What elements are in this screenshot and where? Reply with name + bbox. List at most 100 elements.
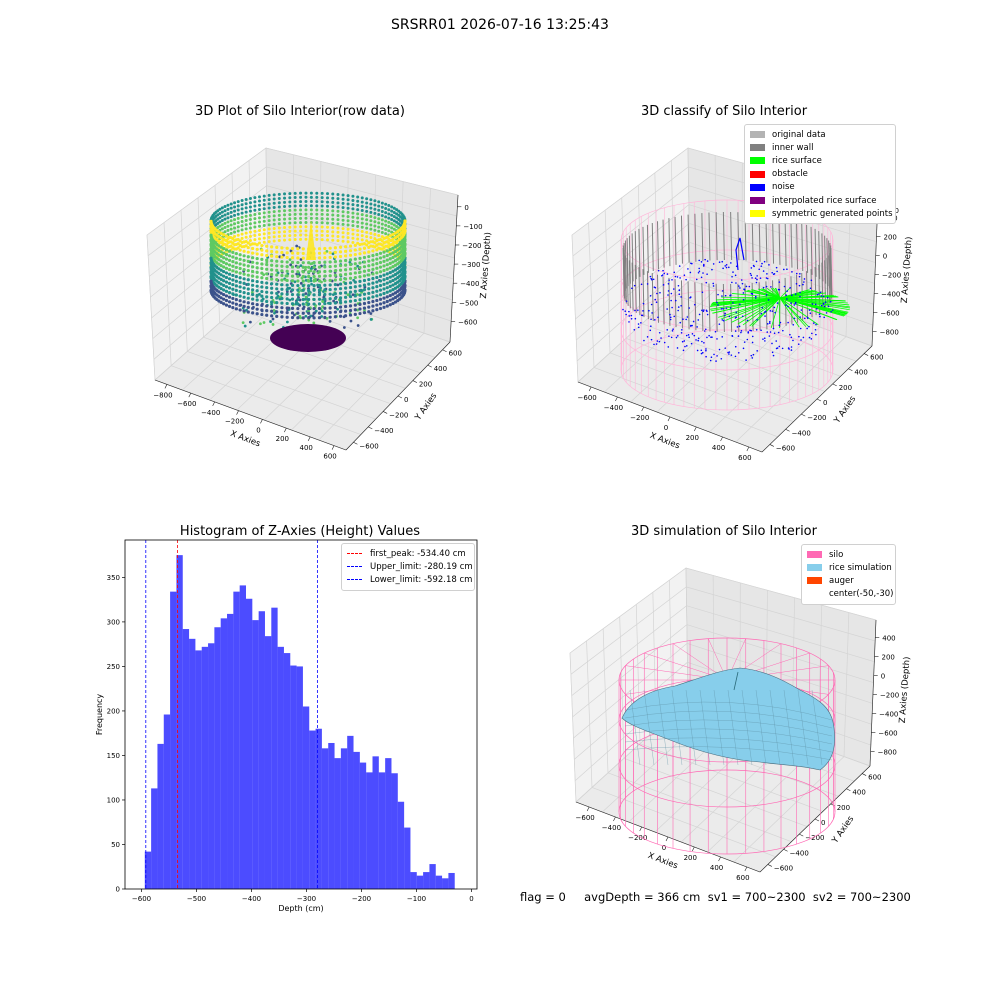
noise-point bbox=[668, 335, 670, 337]
noise-point bbox=[718, 323, 721, 325]
noise-point bbox=[698, 267, 700, 270]
noise-point bbox=[778, 281, 781, 283]
raw-point bbox=[385, 290, 389, 294]
raw-point bbox=[304, 221, 308, 225]
raw-point bbox=[391, 265, 395, 269]
raw-point bbox=[296, 279, 300, 283]
raw-point bbox=[246, 310, 250, 314]
noise-point bbox=[742, 292, 745, 294]
raw-point bbox=[387, 220, 391, 224]
noise-point bbox=[760, 265, 763, 267]
raw-point bbox=[378, 260, 383, 265]
noise-point bbox=[803, 278, 806, 280]
noise-point bbox=[659, 291, 661, 294]
raw-point bbox=[280, 306, 284, 310]
raw-point bbox=[226, 220, 230, 224]
raw-point bbox=[317, 256, 322, 260]
raw-point bbox=[385, 263, 389, 267]
noise-point bbox=[670, 299, 672, 302]
raw-point bbox=[280, 310, 284, 314]
x-tick-label: −600 bbox=[132, 895, 151, 903]
raw-point bbox=[328, 255, 332, 259]
noise-point bbox=[724, 294, 727, 297]
raw-point bbox=[260, 248, 264, 252]
raw-point bbox=[293, 208, 297, 212]
raw-point bbox=[253, 200, 257, 204]
inner-wall-trace bbox=[651, 272, 654, 322]
raw-point bbox=[242, 281, 246, 285]
raw-point bbox=[280, 269, 284, 273]
raw-point bbox=[331, 200, 335, 204]
raw-point bbox=[363, 309, 366, 312]
raw-point bbox=[382, 282, 386, 286]
raw-point bbox=[356, 216, 360, 220]
raw-point bbox=[260, 253, 264, 257]
inner-wall-trace bbox=[628, 235, 631, 284]
floor-grid-line bbox=[709, 326, 821, 433]
noise-point bbox=[751, 335, 754, 338]
surface-mesh-line bbox=[769, 689, 781, 766]
raw-point bbox=[233, 205, 237, 209]
noise-point bbox=[650, 277, 652, 280]
noise-point bbox=[798, 335, 800, 338]
noise-point bbox=[676, 276, 679, 278]
raw-point bbox=[380, 218, 384, 222]
noise-point bbox=[712, 285, 715, 287]
raw-point bbox=[307, 279, 311, 283]
raw-point bbox=[392, 210, 396, 214]
z-tick-label: −600 bbox=[878, 729, 897, 737]
raw-point bbox=[356, 308, 360, 312]
inner-wall-trace bbox=[708, 283, 711, 332]
raw-point bbox=[371, 276, 375, 281]
raw-point bbox=[299, 191, 303, 195]
raw-point bbox=[331, 238, 335, 242]
inner-wall-trace bbox=[668, 277, 671, 326]
raw-point bbox=[238, 257, 242, 261]
raw-point bbox=[288, 258, 292, 262]
legend-swatch bbox=[750, 197, 765, 205]
raw-point bbox=[242, 290, 246, 295]
noise-point bbox=[742, 347, 745, 350]
noise-point bbox=[685, 334, 688, 337]
raw-point bbox=[231, 250, 235, 255]
histogram-bar bbox=[366, 772, 373, 889]
raw-point bbox=[296, 274, 300, 278]
raw-point bbox=[209, 256, 213, 260]
raw-point bbox=[296, 247, 300, 251]
raw-point bbox=[299, 229, 303, 233]
raw-point bbox=[390, 230, 394, 234]
noise-point bbox=[705, 349, 707, 352]
raw-point bbox=[296, 260, 300, 265]
noise-point bbox=[633, 328, 636, 331]
raw-point bbox=[331, 213, 335, 217]
raw-point bbox=[390, 209, 394, 213]
raw-point bbox=[290, 251, 295, 255]
noise-point bbox=[754, 277, 757, 280]
raw-point bbox=[255, 298, 259, 302]
raw-point bbox=[328, 251, 332, 255]
classify-plot-title: 3D classify of Silo Interior bbox=[640, 104, 808, 119]
raw-point bbox=[280, 255, 284, 259]
raw-point bbox=[333, 259, 337, 264]
inner-wall-trace bbox=[662, 219, 665, 268]
y-tick bbox=[864, 353, 869, 356]
noise-point bbox=[650, 338, 653, 341]
raw-point bbox=[265, 263, 269, 267]
raw-point bbox=[265, 267, 269, 271]
raw-point bbox=[323, 265, 327, 269]
raw-point bbox=[390, 213, 394, 217]
raw-point bbox=[240, 207, 244, 211]
z-tick-label: 400 bbox=[882, 635, 895, 643]
raw-point bbox=[338, 296, 343, 300]
raw-point bbox=[393, 277, 398, 281]
raw-point bbox=[388, 284, 392, 288]
raw-point bbox=[390, 217, 394, 221]
raw-point bbox=[348, 281, 353, 285]
raw-point bbox=[378, 251, 383, 255]
raw-point bbox=[236, 221, 240, 225]
raw-point bbox=[304, 314, 308, 318]
noise-point bbox=[750, 292, 753, 295]
inner-wall-trace bbox=[623, 242, 626, 292]
noise-point bbox=[793, 304, 796, 306]
raw-point bbox=[293, 225, 297, 229]
